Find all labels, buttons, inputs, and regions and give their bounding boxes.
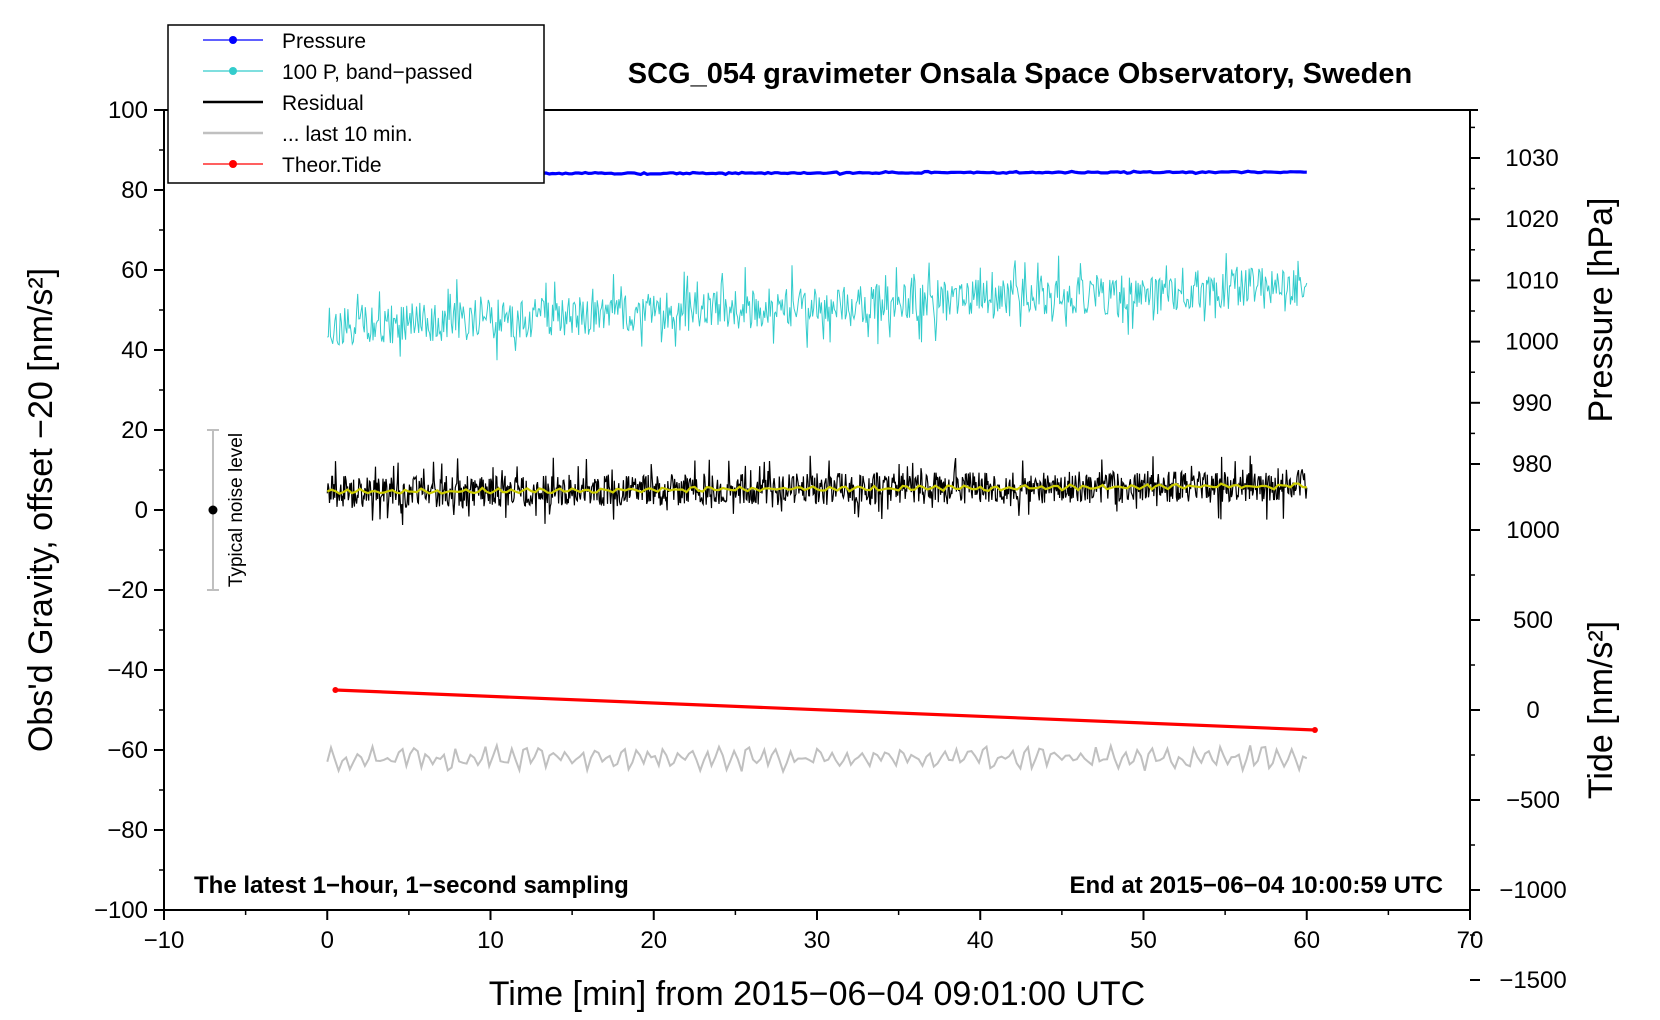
x-tick-label: 50 xyxy=(1130,927,1157,954)
x-tick-label: 70 xyxy=(1457,927,1484,954)
tide-tick-label: 0 xyxy=(1526,697,1539,724)
legend: Pressure 100 P, band−passed Residual ... la… xyxy=(167,24,545,184)
tide-tick-label: 500 xyxy=(1513,607,1553,634)
x-tick-label: 20 xyxy=(640,927,667,954)
legend-label: 100 P, band−passed xyxy=(282,61,473,84)
pressure-tick-label: 990 xyxy=(1512,390,1552,417)
legend-marker xyxy=(229,160,237,168)
y-tick-label: −80 xyxy=(107,817,148,844)
annotation-right: End at 2015−06−04 10:00:59 UTC xyxy=(1069,872,1443,899)
pressure-tick-label: 1000 xyxy=(1505,329,1558,356)
tide-axis-ticks: 1000 500 0 −500 −1000 −1500 xyxy=(1470,517,1567,994)
legend-marker xyxy=(229,67,237,75)
tide-axis-label: Tide [nm/s²] xyxy=(1582,621,1620,799)
x-axis-label: Time [min] from 2015−06−04 09:01:00 UTC xyxy=(489,975,1145,1013)
plot-frame xyxy=(163,109,1471,911)
x-tick-label: 0 xyxy=(321,927,334,954)
tide-tick-label: −500 xyxy=(1506,787,1560,814)
pressure-tick-label: 980 xyxy=(1512,451,1552,478)
tide-tick-label: −1000 xyxy=(1499,877,1566,904)
y-tick-label: 100 xyxy=(108,97,148,124)
residual-line xyxy=(326,455,1308,526)
x-tick-label: 10 xyxy=(477,927,504,954)
pressure-axis-label: Pressure [hPa] xyxy=(1582,198,1620,423)
y-tick-label: 20 xyxy=(121,417,148,444)
y-tick-label: −60 xyxy=(107,737,148,764)
tide-start-marker xyxy=(332,687,339,693)
legend-label: ... last 10 min. xyxy=(282,123,413,146)
y-axis-left-ticks: 100 80 60 40 20 0 −20 −40 −60 −80 −100 xyxy=(94,97,164,924)
y-axis-left-label: Obs'd Gravity, offset −20 [nm/s²] xyxy=(22,268,60,752)
y-tick-label: 60 xyxy=(121,257,148,284)
y-tick-label: 40 xyxy=(121,337,148,364)
pressure-axis-ticks: 1030 1020 1010 1000 990 980 xyxy=(1470,109,1559,478)
y-tick-label: 0 xyxy=(135,497,148,524)
tide-tick-label: 1000 xyxy=(1506,517,1559,544)
tide-tick-label: −1500 xyxy=(1499,967,1566,994)
noise-level-label: Typical noise level xyxy=(226,433,247,587)
theoretical-tide-line xyxy=(335,688,1315,732)
annotation-left: The latest 1−hour, 1−second sampling xyxy=(194,872,629,899)
tide-end-marker xyxy=(1311,727,1318,733)
smoothed-residual-line xyxy=(326,482,1307,495)
pressure-tick-label: 1020 xyxy=(1505,206,1558,233)
legend-label: Pressure xyxy=(282,30,366,53)
last-10-min-line xyxy=(326,741,1308,775)
noise-center-dot xyxy=(208,505,218,515)
legend-label: Residual xyxy=(282,92,364,115)
y-tick-label: −20 xyxy=(107,577,148,604)
x-tick-label: 30 xyxy=(804,927,831,954)
legend-box xyxy=(167,24,545,184)
y-tick-label: −100 xyxy=(94,897,148,924)
chart-title: SCG_054 gravimeter Onsala Space Observat… xyxy=(628,58,1412,90)
legend-label: Theor.Tide xyxy=(282,154,382,177)
noise-level-indicator: Typical noise level xyxy=(206,429,247,591)
x-tick-label: 40 xyxy=(967,927,994,954)
x-tick-label: 60 xyxy=(1293,927,1320,954)
x-tick-label: −10 xyxy=(144,927,185,954)
y-tick-label: 80 xyxy=(121,177,148,204)
bandpassed-pressure-line xyxy=(327,253,1308,361)
legend-marker xyxy=(229,36,237,44)
series-layer xyxy=(326,169,1318,775)
x-axis-ticks: −10 0 10 20 30 40 50 60 70 xyxy=(144,910,1484,954)
y-tick-label: −40 xyxy=(107,657,148,684)
pressure-tick-label: 1030 xyxy=(1505,145,1558,172)
pressure-tick-label: 1010 xyxy=(1505,267,1558,294)
